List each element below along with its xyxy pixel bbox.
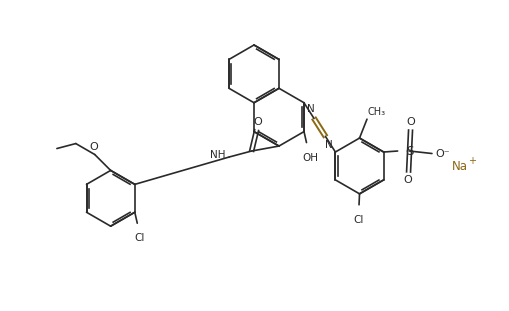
Text: S: S xyxy=(406,145,413,157)
Text: N: N xyxy=(307,104,315,114)
Text: N: N xyxy=(325,140,333,150)
Text: +: + xyxy=(468,156,476,166)
Text: Cl: Cl xyxy=(353,215,364,225)
Text: Na: Na xyxy=(451,160,468,174)
Text: O⁻: O⁻ xyxy=(435,149,449,159)
Text: CH₃: CH₃ xyxy=(368,107,386,117)
Text: O: O xyxy=(90,142,98,151)
Text: Cl: Cl xyxy=(134,233,145,243)
Text: O: O xyxy=(253,117,263,127)
Text: O: O xyxy=(406,117,415,127)
Text: OH: OH xyxy=(302,152,318,163)
Text: O: O xyxy=(403,175,412,185)
Text: NH: NH xyxy=(210,150,225,160)
